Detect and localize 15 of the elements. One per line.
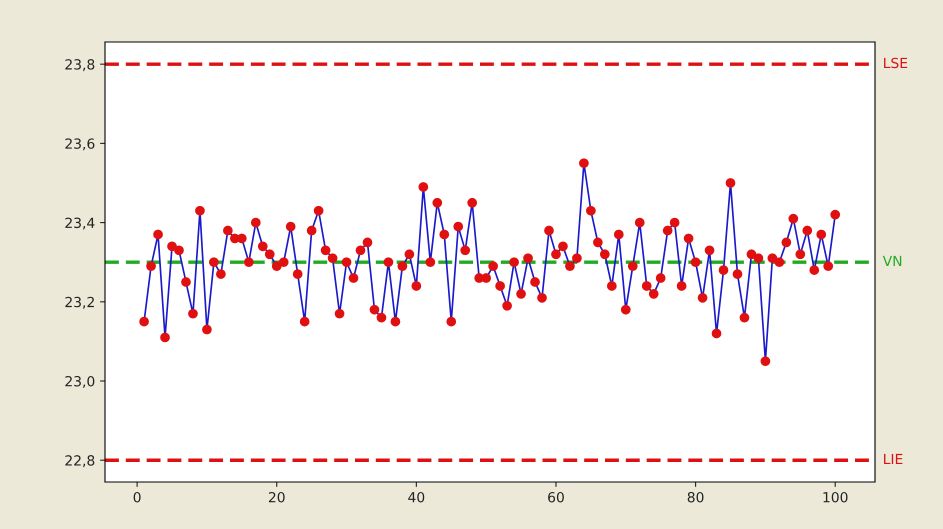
y-tick-label: 23,8 (65, 59, 94, 72)
x-tick-label: 40 (408, 492, 424, 502)
y-tick-label: 23,0 (65, 376, 94, 388)
y-tick-label: 22,8 (65, 455, 94, 468)
x-tick-label: 60 (548, 492, 564, 502)
ref-line-label: LIE (884, 454, 902, 464)
y-tick-label: 23,4 (65, 218, 94, 230)
x-tick-label: 80 (688, 492, 704, 502)
x-tick-label: 0 (134, 492, 141, 502)
ref-line-label: VN (882, 256, 902, 266)
y-tick-label: 23,6 (65, 138, 94, 150)
x-tick-label: 100 (823, 492, 848, 502)
x-tick-label: 20 (268, 492, 285, 502)
y-tick-label: 23,2 (65, 296, 94, 309)
ref-line-label: LSE (884, 58, 908, 68)
